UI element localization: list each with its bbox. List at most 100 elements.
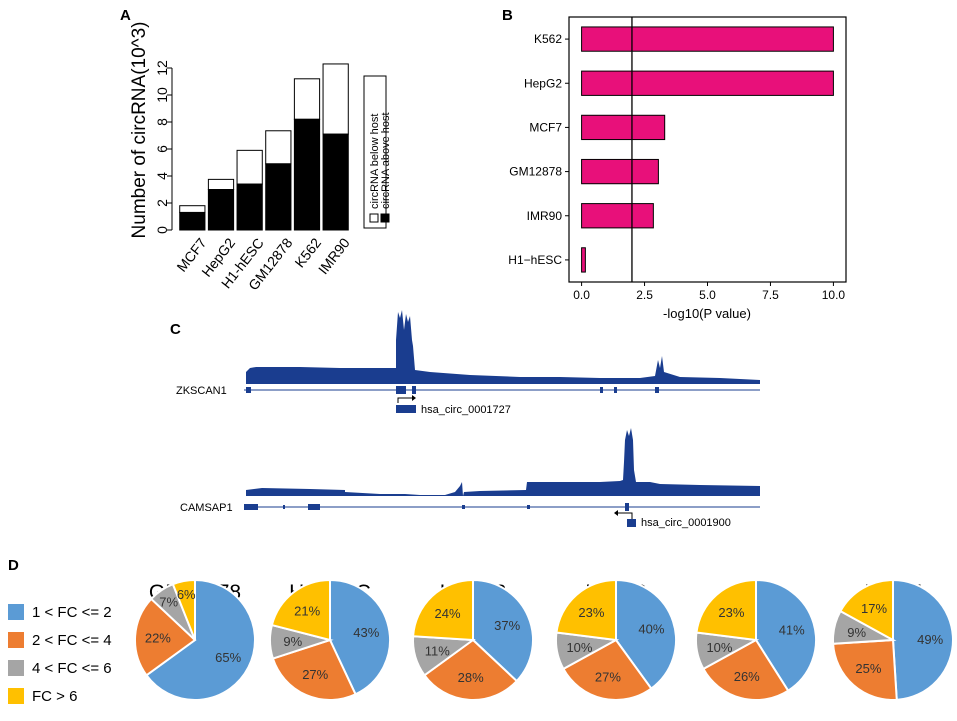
d-pie-slice-label: 65% <box>215 650 241 665</box>
d-pie-slice <box>134 597 197 677</box>
d-pie-slice <box>145 578 256 701</box>
a-legend-swatch-above <box>380 213 390 223</box>
d-pie-slice-label: 10% <box>706 640 732 655</box>
zkscan1-tss-arrow <box>397 397 412 403</box>
b-y-tick-label: IMR90 <box>527 209 563 223</box>
a-bar-above-host <box>293 118 321 231</box>
d-pie-slice-label: 21% <box>294 604 320 619</box>
d-pie-slice <box>839 578 894 642</box>
panel-a-stacked-bar-chart: Number of circRNA(10^3) circRNA below ho… <box>129 22 392 294</box>
panel-d-pie-charts: 1 < FC <= 22 < FC <= 44 < FC <= 6FC > 6 … <box>8 578 954 705</box>
a-legend-below-label: circRNA below host <box>369 114 381 209</box>
b-y-tick-label: K562 <box>534 32 562 46</box>
a-y-tick-label: 0 <box>154 226 170 234</box>
a-bar-below-host <box>179 205 206 213</box>
b-y-tick-label: HepG2 <box>524 76 562 90</box>
a-bar-below-host <box>293 78 321 120</box>
camsap1-exon <box>283 505 285 509</box>
b-bar <box>581 247 586 273</box>
d-pie-slice-label: 10% <box>566 640 592 655</box>
d-pie-slice-label: 27% <box>302 667 328 682</box>
d-pie-slice <box>271 638 357 701</box>
a-bar-above-host <box>207 189 235 231</box>
zkscan1-exon <box>246 387 251 393</box>
d-pie-slice <box>329 578 391 696</box>
a-y-tick-label: 2 <box>154 199 170 207</box>
d-pie-slice-label: 27% <box>595 669 621 684</box>
a-bar-below-host <box>265 130 292 165</box>
camsap1-circ-bar <box>627 519 636 527</box>
b-x-tick-label: 0.0 <box>573 288 590 302</box>
a-bar-above-host <box>322 133 349 231</box>
a-bar-below-host <box>236 149 263 185</box>
zkscan1-circ-label: hsa_circ_0001727 <box>421 404 511 416</box>
zkscan1-exon <box>614 387 617 393</box>
panel-b-letter: B <box>502 7 513 24</box>
a-legend-box <box>363 75 387 229</box>
camsap1-coverage-track <box>246 428 760 496</box>
a-y-tick-label: 6 <box>154 145 170 153</box>
a-legend: circRNA below host circRNA above host <box>363 75 392 229</box>
camsap1-exon <box>244 504 258 510</box>
a-bar-above-host <box>179 211 206 231</box>
d-pie-slice-label: 24% <box>435 606 461 621</box>
d-pie-slice <box>695 578 757 642</box>
camsap1-exon <box>462 505 465 509</box>
d-legend-swatch <box>8 688 24 704</box>
d-legend-label: 4 < FC <= 6 <box>32 660 112 677</box>
d-pie-slice <box>472 578 534 683</box>
d-pie-slice-label: 37% <box>494 618 520 633</box>
d-pie-slice-label: 40% <box>638 622 664 637</box>
b-y-tick-label: GM12878 <box>509 165 562 179</box>
b-x-tick-label: 5.0 <box>699 288 716 302</box>
d-pie-slice <box>832 638 898 701</box>
b-x-tick-label: 10.0 <box>822 288 846 302</box>
d-pie-slice-label: 41% <box>779 623 805 638</box>
d-pie-slice-label: 28% <box>458 670 484 685</box>
d-pie-slice <box>892 578 954 701</box>
d-pie-slice <box>270 578 331 642</box>
d-pie-slice-label: 7% <box>159 594 178 609</box>
camsap1-exon <box>625 503 629 511</box>
d-pie-slice <box>412 578 474 642</box>
b-bar <box>581 114 666 141</box>
camsap1-exon <box>527 505 530 509</box>
d-pie-slice <box>702 638 790 701</box>
b-x-tick-label: 2.5 <box>636 288 653 302</box>
camsap1-circ-label: hsa_circ_0001900 <box>641 517 731 529</box>
a-legend-swatch-below <box>369 213 379 223</box>
d-pie-slice-label: 22% <box>145 631 171 646</box>
panel-c-letter: C <box>170 321 181 338</box>
d-pie-slice-label: 9% <box>283 634 302 649</box>
camsap1-gene-label: CAMSAP1 <box>180 502 233 514</box>
d-legend-swatch <box>8 604 24 620</box>
a-y-tick-label: 10 <box>154 87 170 103</box>
d-pie-slice-label: 23% <box>718 605 744 620</box>
d-legend-label: 2 < FC <= 4 <box>32 632 112 649</box>
a-y-tick-label: 12 <box>154 60 170 76</box>
zkscan1-exon <box>396 386 406 394</box>
camsap1-tss-arrow <box>618 512 633 520</box>
b-bar <box>581 158 659 185</box>
d-pie-slice <box>423 638 519 701</box>
a-bar-above-host <box>236 183 263 231</box>
b-x-axis-label: -log10(P value) <box>663 306 751 321</box>
d-legend-label: 1 < FC <= 2 <box>32 604 112 621</box>
d-legend-label: FC > 6 <box>32 688 77 705</box>
d-pie-slice <box>171 578 196 641</box>
panel-a-letter: A <box>120 7 131 24</box>
a-x-tick-label: IMR90 <box>315 235 353 278</box>
d-legend: 1 < FC <= 2 2 < FC <= 4 4 < FC <= 6 FC > 6 <box>8 604 112 705</box>
a-bar-above-host <box>265 163 292 231</box>
d-pie-slice <box>615 578 677 690</box>
d-pie-slice-label: 17% <box>861 601 887 616</box>
zkscan1-gene-label: ZKSCAN1 <box>176 385 227 397</box>
b-plot-frame <box>568 16 847 283</box>
d-pie-slice <box>562 638 653 701</box>
camsap1-arrowhead <box>614 510 618 516</box>
d-legend-swatch <box>8 632 24 648</box>
d-pie-slice-label: 43% <box>353 625 379 640</box>
d-pie-slice-label: 49% <box>917 632 943 647</box>
zkscan1-exon <box>655 387 659 393</box>
